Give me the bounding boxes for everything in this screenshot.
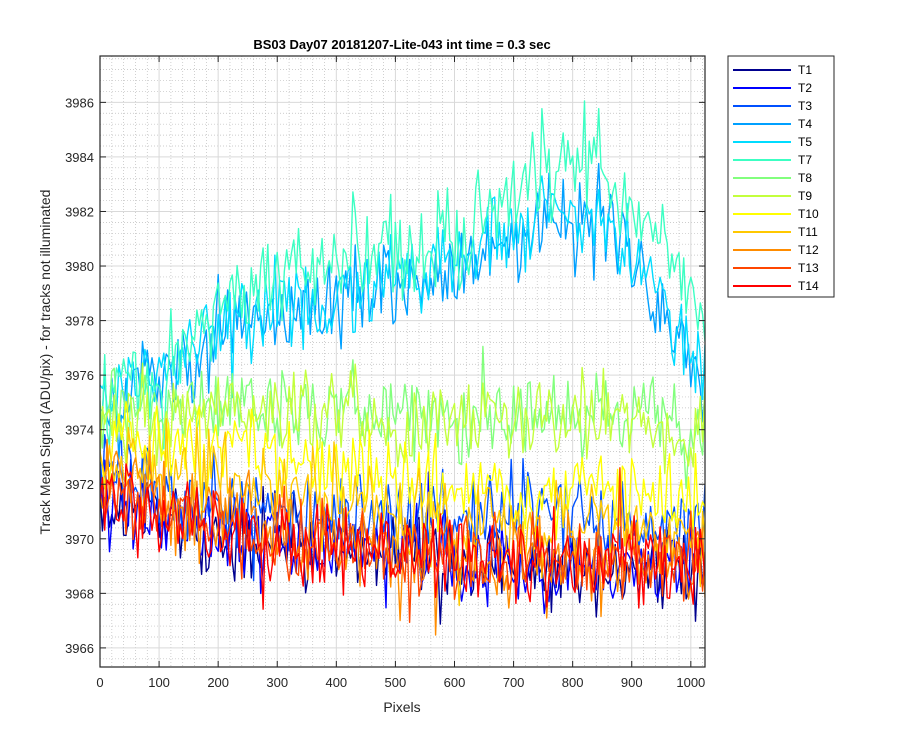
y-tick-label: 3982 [65, 204, 94, 219]
y-tick-label: 3968 [65, 586, 94, 601]
x-tick-label: 0 [96, 675, 103, 690]
legend-label-t5: T5 [798, 135, 812, 149]
plot-frame [99, 55, 706, 668]
chart-title: BS03 Day07 20181207-Lite-043 int time = … [253, 37, 550, 52]
x-tick-label: 300 [266, 675, 288, 690]
legend-label-t7: T7 [798, 153, 812, 167]
y-tick-label: 3972 [65, 477, 94, 492]
legend-label-t11: T11 [798, 225, 818, 239]
legend-label-t4: T4 [798, 117, 812, 131]
y-tick-label: 3974 [65, 423, 94, 438]
legend-label-t10: T10 [798, 207, 819, 221]
legend-label-t14: T14 [798, 279, 819, 293]
x-tick-label: 800 [562, 675, 584, 690]
x-tick-labels: 0 100 200 300 400 500 600 700 800 900 1000 [96, 675, 705, 690]
y-tick-label: 3980 [65, 259, 94, 274]
legend-items: T1 T2 T3 T4 T5 T7 T8 T9 T10 T11 T12 T13 T14 [733, 63, 819, 293]
x-tick-label: 1000 [676, 675, 705, 690]
y-tick-label: 3966 [65, 641, 94, 656]
x-tick-label: 700 [503, 675, 525, 690]
legend-label-t12: T12 [798, 243, 819, 257]
series-layer [100, 100, 705, 636]
legend-label-t3: T3 [798, 99, 812, 113]
legend-box [727, 55, 835, 298]
x-tick-label: 200 [207, 675, 229, 690]
tick-layer [99, 56, 705, 667]
x-tick-label: 500 [385, 675, 407, 690]
legend: T1 T2 T3 T4 T5 T7 T8 T9 T10 T11 T12 T13 T14 [727, 55, 835, 298]
y-tick-label: 3984 [65, 150, 94, 165]
series-line-t10 [100, 400, 705, 550]
y-tick-label: 3970 [65, 532, 94, 547]
series-line-t11 [100, 418, 705, 607]
x-axis-label: Pixels [383, 699, 420, 715]
series-line-t5 [100, 175, 705, 417]
legend-label-t1: T1 [798, 63, 812, 77]
legend-label-t13: T13 [798, 261, 819, 275]
legend-label-t8: T8 [798, 171, 812, 185]
y-tick-label: 3986 [65, 95, 94, 110]
y-tick-labels: 3966 3968 3970 3972 3974 3976 3978 3980 3982 3984… [65, 95, 94, 656]
y-tick-label: 3976 [65, 368, 94, 383]
x-tick-label: 400 [325, 675, 347, 690]
series-line-t7 [100, 100, 705, 450]
x-tick-label: 100 [148, 675, 170, 690]
series-line-t14 [100, 463, 705, 610]
y-tick-label: 3978 [65, 314, 94, 329]
x-tick-label: 900 [621, 675, 643, 690]
series-line-t9 [100, 362, 705, 475]
legend-label-t2: T2 [798, 81, 812, 95]
x-tick-label: 600 [444, 675, 466, 690]
y-axis-label: Track Mean Signal (ADU/pix) - for tracks… [37, 190, 53, 535]
legend-label-t9: T9 [798, 189, 812, 203]
